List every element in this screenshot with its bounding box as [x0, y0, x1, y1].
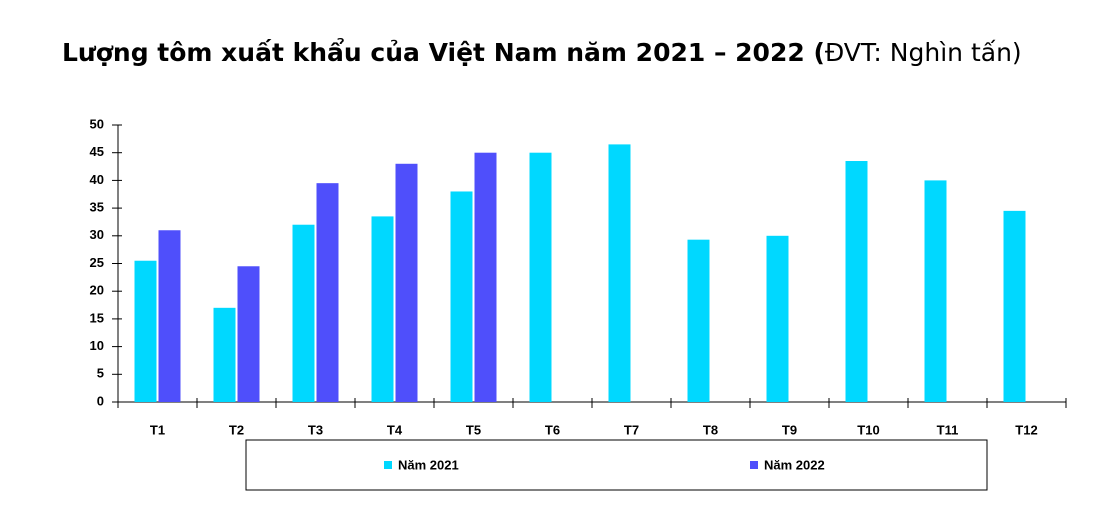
- bar: [450, 191, 473, 402]
- legend-box: [245, 439, 988, 491]
- bar: [213, 307, 236, 402]
- x-tick-label: T9: [782, 422, 797, 437]
- bar: [687, 239, 710, 402]
- y-tick-label: 35: [90, 200, 104, 215]
- bar: [529, 152, 552, 402]
- x-tick-label: T5: [466, 422, 481, 437]
- bar: [766, 235, 789, 402]
- y-tick-label: 5: [97, 366, 104, 381]
- y-tick-label: 45: [90, 144, 104, 159]
- x-tick-label: T8: [703, 422, 718, 437]
- legend-label: Năm 2022: [764, 457, 825, 472]
- y-tick-label: 50: [90, 116, 104, 131]
- x-tick-label: T11: [937, 422, 959, 437]
- x-tick-label: T6: [545, 422, 560, 437]
- y-tick-label: 15: [90, 310, 104, 325]
- y-tick-label: 0: [97, 393, 104, 408]
- y-tick-label: 25: [90, 255, 104, 270]
- title-main: Lượng tôm xuất khẩu của Việt Nam năm 202…: [62, 37, 825, 67]
- bar: [1003, 210, 1026, 402]
- chart-title: Lượng tôm xuất khẩu của Việt Nam năm 202…: [62, 37, 1022, 67]
- x-tick-label: T3: [308, 422, 323, 437]
- bar: [316, 183, 339, 402]
- bar: [474, 152, 497, 402]
- bar: [158, 230, 181, 402]
- x-tick-label: T7: [624, 422, 639, 437]
- y-tick-label: 10: [90, 338, 104, 353]
- bar: [924, 180, 947, 402]
- bar: [134, 260, 157, 402]
- x-tick-label: T1: [150, 422, 165, 437]
- title-note: ĐVT: Nghìn tấn): [825, 38, 1022, 67]
- bar: [237, 266, 260, 402]
- bar: [395, 163, 418, 402]
- bar: [292, 224, 315, 402]
- x-tick-label: T2: [229, 422, 244, 437]
- y-tick-label: 40: [90, 172, 104, 187]
- bar: [845, 161, 868, 402]
- y-tick-label: 30: [90, 227, 104, 242]
- bar: [608, 144, 631, 402]
- legend-swatch: [750, 461, 758, 469]
- x-tick-label: T10: [857, 422, 879, 437]
- legend-label: Năm 2021: [398, 457, 459, 472]
- y-tick-label: 20: [90, 283, 104, 298]
- x-tick-label: T4: [387, 422, 403, 437]
- legend-swatch: [384, 461, 392, 469]
- bar: [371, 216, 394, 402]
- x-tick-label: T12: [1015, 422, 1037, 437]
